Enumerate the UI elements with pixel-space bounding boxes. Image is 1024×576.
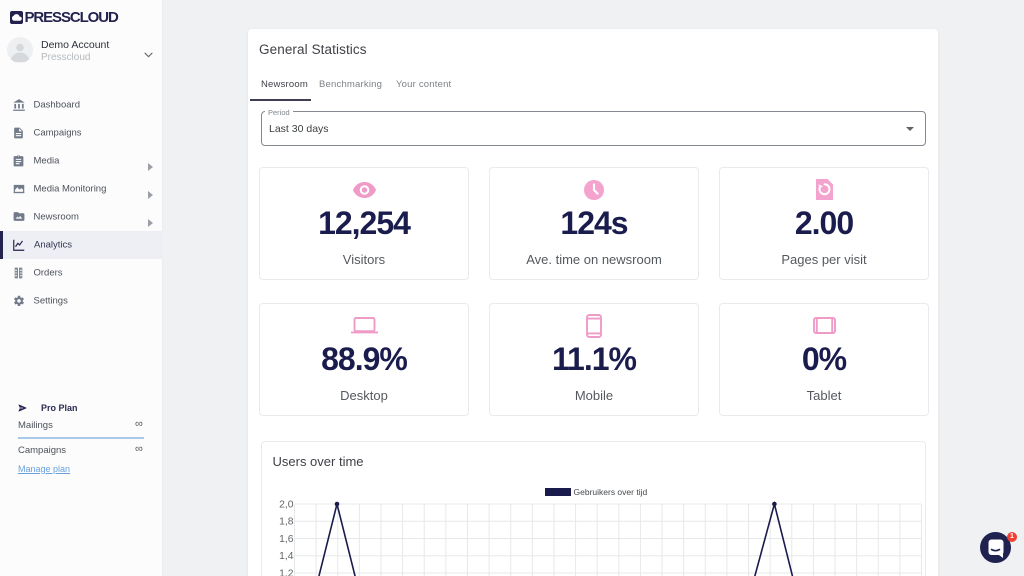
svg-text:2,0: 2,0 xyxy=(279,499,294,510)
svg-text:1,6: 1,6 xyxy=(279,534,294,545)
svg-text:1,4: 1,4 xyxy=(279,551,294,562)
svg-text:1,2: 1,2 xyxy=(279,568,294,576)
svg-text:1,8: 1,8 xyxy=(279,516,294,527)
